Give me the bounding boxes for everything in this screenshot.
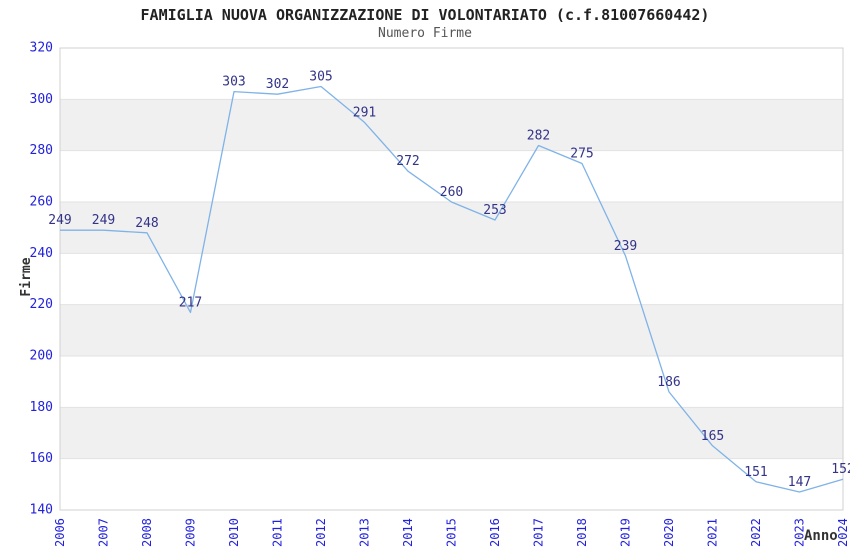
x-tick-label: 2020 (662, 518, 676, 547)
data-point-label: 260 (440, 185, 463, 200)
data-point-label: 151 (744, 465, 767, 480)
x-tick-label: 2016 (488, 518, 502, 547)
data-point-label: 217 (179, 295, 202, 310)
x-tick-label: 2015 (445, 518, 459, 547)
x-tick-label: 2010 (227, 518, 241, 547)
x-tick-label: 2024 (836, 518, 850, 547)
data-point-label: 165 (701, 429, 724, 444)
y-tick-label: 140 (30, 503, 53, 518)
x-axis-title: Anno (804, 528, 838, 544)
data-point-label: 249 (48, 213, 71, 228)
y-tick-label: 280 (30, 143, 53, 158)
x-tick-label: 2022 (749, 518, 763, 547)
plot-band (60, 304, 843, 356)
data-point-label: 303 (222, 75, 245, 90)
x-tick-label: 2014 (401, 518, 415, 547)
data-line (60, 85, 844, 493)
data-point-label: 239 (614, 239, 637, 254)
x-tick-label: 2012 (314, 518, 328, 547)
data-point-label: 152 (831, 462, 850, 477)
y-tick-label: 160 (30, 451, 53, 466)
y-tick-label: 300 (30, 92, 53, 107)
data-point-label: 253 (483, 203, 506, 218)
plot-band (60, 407, 843, 459)
data-point-label: 248 (135, 216, 158, 231)
data-point-label: 302 (266, 77, 289, 92)
chart-subtitle: Numero Firme (378, 26, 472, 41)
data-point-label: 275 (570, 147, 593, 162)
data-point-label: 147 (788, 475, 811, 490)
y-tick-label: 220 (30, 297, 53, 312)
plot-band (60, 99, 843, 151)
x-tick-label: 2017 (532, 518, 546, 547)
data-point-label: 305 (309, 70, 332, 85)
x-tick-label: 2023 (793, 518, 807, 547)
x-tick-label: 2011 (271, 518, 285, 547)
data-point-label: 186 (657, 375, 680, 390)
x-tick-label: 2006 (53, 518, 67, 547)
x-tick-label: 2007 (97, 518, 111, 547)
plot-border (59, 47, 844, 511)
x-tick-label: 2008 (140, 518, 154, 547)
x-tick-label: 2018 (575, 518, 589, 547)
data-point-label: 249 (92, 213, 115, 228)
x-tick-label: 2013 (358, 518, 372, 547)
x-tick-label: 2009 (184, 518, 198, 547)
x-tick-label: 2019 (619, 518, 633, 547)
chart-title: FAMIGLIA NUOVA ORGANIZZAZIONE DI VOLONTA… (140, 6, 710, 24)
y-tick-label: 240 (30, 246, 53, 261)
data-point-label: 282 (527, 129, 550, 144)
y-tick-label: 180 (30, 400, 53, 415)
y-tick-label: 320 (30, 41, 53, 56)
data-point-label: 291 (353, 105, 376, 120)
x-tick-label: 2021 (706, 518, 720, 547)
plot-band (60, 202, 843, 254)
y-tick-label: 260 (30, 195, 53, 210)
y-tick-label: 200 (30, 349, 53, 364)
data-point-label: 272 (396, 154, 419, 169)
